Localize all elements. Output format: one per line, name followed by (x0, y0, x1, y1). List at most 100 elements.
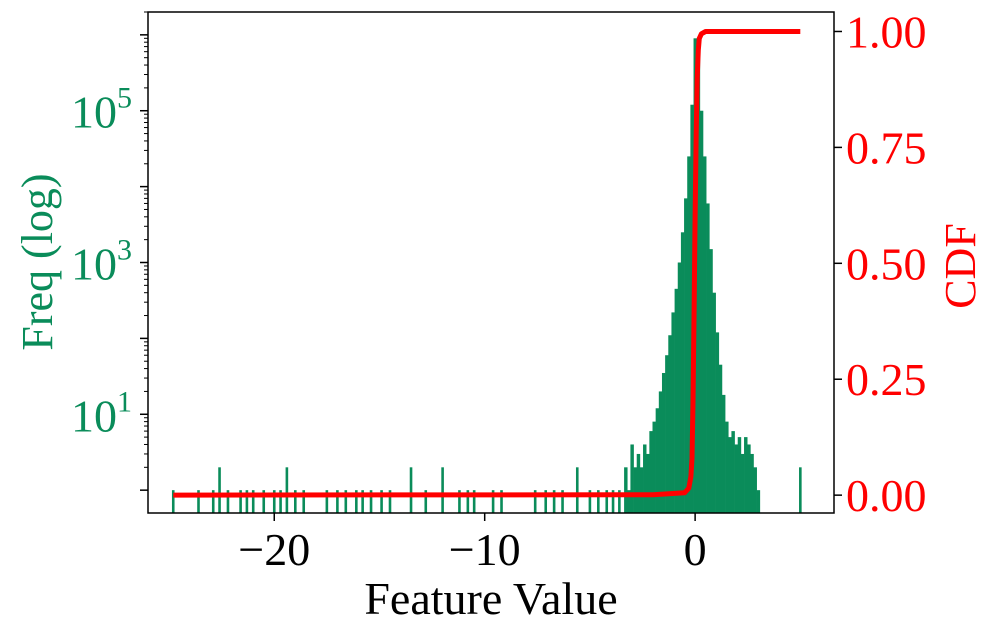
main-bar-3 (633, 467, 638, 513)
left-tick-label-1: 103 (71, 234, 132, 290)
left-axis-label: Freq (log) (13, 173, 62, 350)
main-bar-34 (731, 431, 735, 513)
outlier-bar-1 (197, 490, 200, 513)
x-tick-label-0: −20 (238, 524, 310, 575)
outlier-bar-3 (218, 467, 221, 513)
outlier-bar-22 (409, 467, 413, 513)
x-axis-ticks: −20 −10 0 (238, 513, 707, 575)
main-bar-25 (703, 156, 707, 513)
right-tick-label-4: 1.00 (846, 6, 927, 57)
main-bar-31 (721, 394, 726, 513)
outlier-bar-25 (458, 490, 461, 513)
main-bar-4 (636, 453, 641, 513)
outlier-bar-13 (302, 490, 306, 513)
outlier-bar-2 (211, 490, 215, 513)
main-bar-18 (680, 232, 685, 513)
outlier-bar-10 (279, 490, 282, 513)
outlier-bar-36 (597, 490, 600, 513)
outlier-bar-28 (491, 490, 495, 513)
main-bar-15 (671, 312, 675, 513)
main-bar-7 (646, 453, 650, 513)
outlier-bar-15 (336, 490, 339, 513)
main-bar-2 (630, 444, 634, 513)
outlier-bar-16 (344, 490, 348, 513)
outlier-bar-24 (441, 467, 444, 513)
main-bar-35 (734, 444, 739, 513)
outlier-bar-21 (388, 490, 392, 513)
main-bar-36 (737, 437, 742, 513)
outlier-bar-19 (369, 490, 373, 513)
main-bar-27 (709, 249, 713, 513)
outlier-bar-26 (466, 490, 470, 513)
outlier-bar-4 (226, 490, 230, 513)
main-bar-23 (696, 57, 701, 514)
outlier-bar-40 (799, 467, 802, 513)
main-bar-5 (639, 467, 644, 513)
main-bar-17 (677, 262, 682, 513)
left-tick-label-2: 105 (71, 82, 132, 138)
x-tick-label-1: −10 (449, 524, 521, 575)
outlier-bar-31 (544, 490, 548, 513)
x-axis-label: Feature Value (364, 573, 617, 624)
left-tick-label-0: 101 (71, 385, 132, 441)
main-bar-14 (668, 335, 672, 513)
main-bar-12 (661, 372, 666, 513)
main-bar-0 (624, 467, 628, 513)
main-bar-30 (718, 364, 723, 513)
main-bar-29 (715, 332, 720, 513)
main-bar-40 (750, 453, 754, 513)
histogram-bars (171, 38, 802, 514)
right-tick-label-2: 0.50 (846, 238, 927, 289)
outlier-bar-33 (561, 490, 564, 513)
outlier-bar-35 (588, 490, 592, 513)
x-tick-label-2: 0 (684, 524, 707, 575)
main-bar-33 (728, 437, 732, 513)
outlier-bar-23 (424, 490, 428, 513)
outlier-bar-38 (611, 490, 615, 513)
right-axis-label: CDF (936, 223, 985, 309)
main-bar-9 (652, 421, 656, 513)
outlier-bar-39 (618, 490, 621, 513)
main-bar-8 (649, 431, 653, 513)
right-tick-label-3: 0.75 (846, 122, 927, 173)
main-bar-37 (740, 453, 745, 513)
outlier-bar-30 (533, 490, 537, 513)
main-bar-39 (747, 444, 751, 513)
cdf-line (173, 29, 801, 498)
main-bar-13 (665, 355, 669, 513)
outlier-bar-29 (500, 490, 503, 513)
outlier-bar-18 (361, 490, 364, 513)
main-bar-26 (706, 203, 710, 513)
main-bar-11 (658, 391, 663, 513)
main-bar-24 (699, 110, 704, 513)
right-tick-label-1: 0.25 (846, 354, 927, 405)
outlier-bar-27 (472, 490, 476, 513)
main-bar-10 (655, 408, 660, 513)
outlier-bar-37 (605, 490, 609, 513)
right-tick-label-0: 0.00 (846, 470, 927, 521)
main-bar-38 (744, 437, 748, 513)
outlier-bar-6 (245, 490, 249, 513)
main-bar-20 (687, 156, 691, 513)
outlier-bar-12 (294, 490, 297, 513)
main-bar-1 (627, 490, 631, 513)
outlier-bar-34 (575, 467, 579, 513)
main-bar-28 (712, 292, 716, 513)
main-bar-41 (753, 467, 757, 513)
outlier-bar-32 (552, 490, 556, 513)
outlier-bar-5 (239, 490, 242, 513)
outlier-bar-17 (355, 490, 358, 513)
left-axis-ticks: 101 103 105 (71, 11, 148, 491)
main-bar-6 (643, 444, 647, 513)
right-axis-ticks: 0.00 0.25 0.50 0.75 1.00 (834, 6, 927, 521)
main-bar-16 (674, 288, 679, 513)
main-bar-32 (725, 421, 729, 513)
outlier-bar-7 (251, 490, 255, 513)
outlier-bar-9 (272, 490, 276, 513)
main-bar-19 (684, 198, 688, 514)
outlier-bar-11 (285, 467, 289, 513)
main-bar-42 (756, 490, 761, 513)
outlier-bar-20 (380, 490, 383, 513)
outlier-bar-14 (325, 490, 329, 513)
